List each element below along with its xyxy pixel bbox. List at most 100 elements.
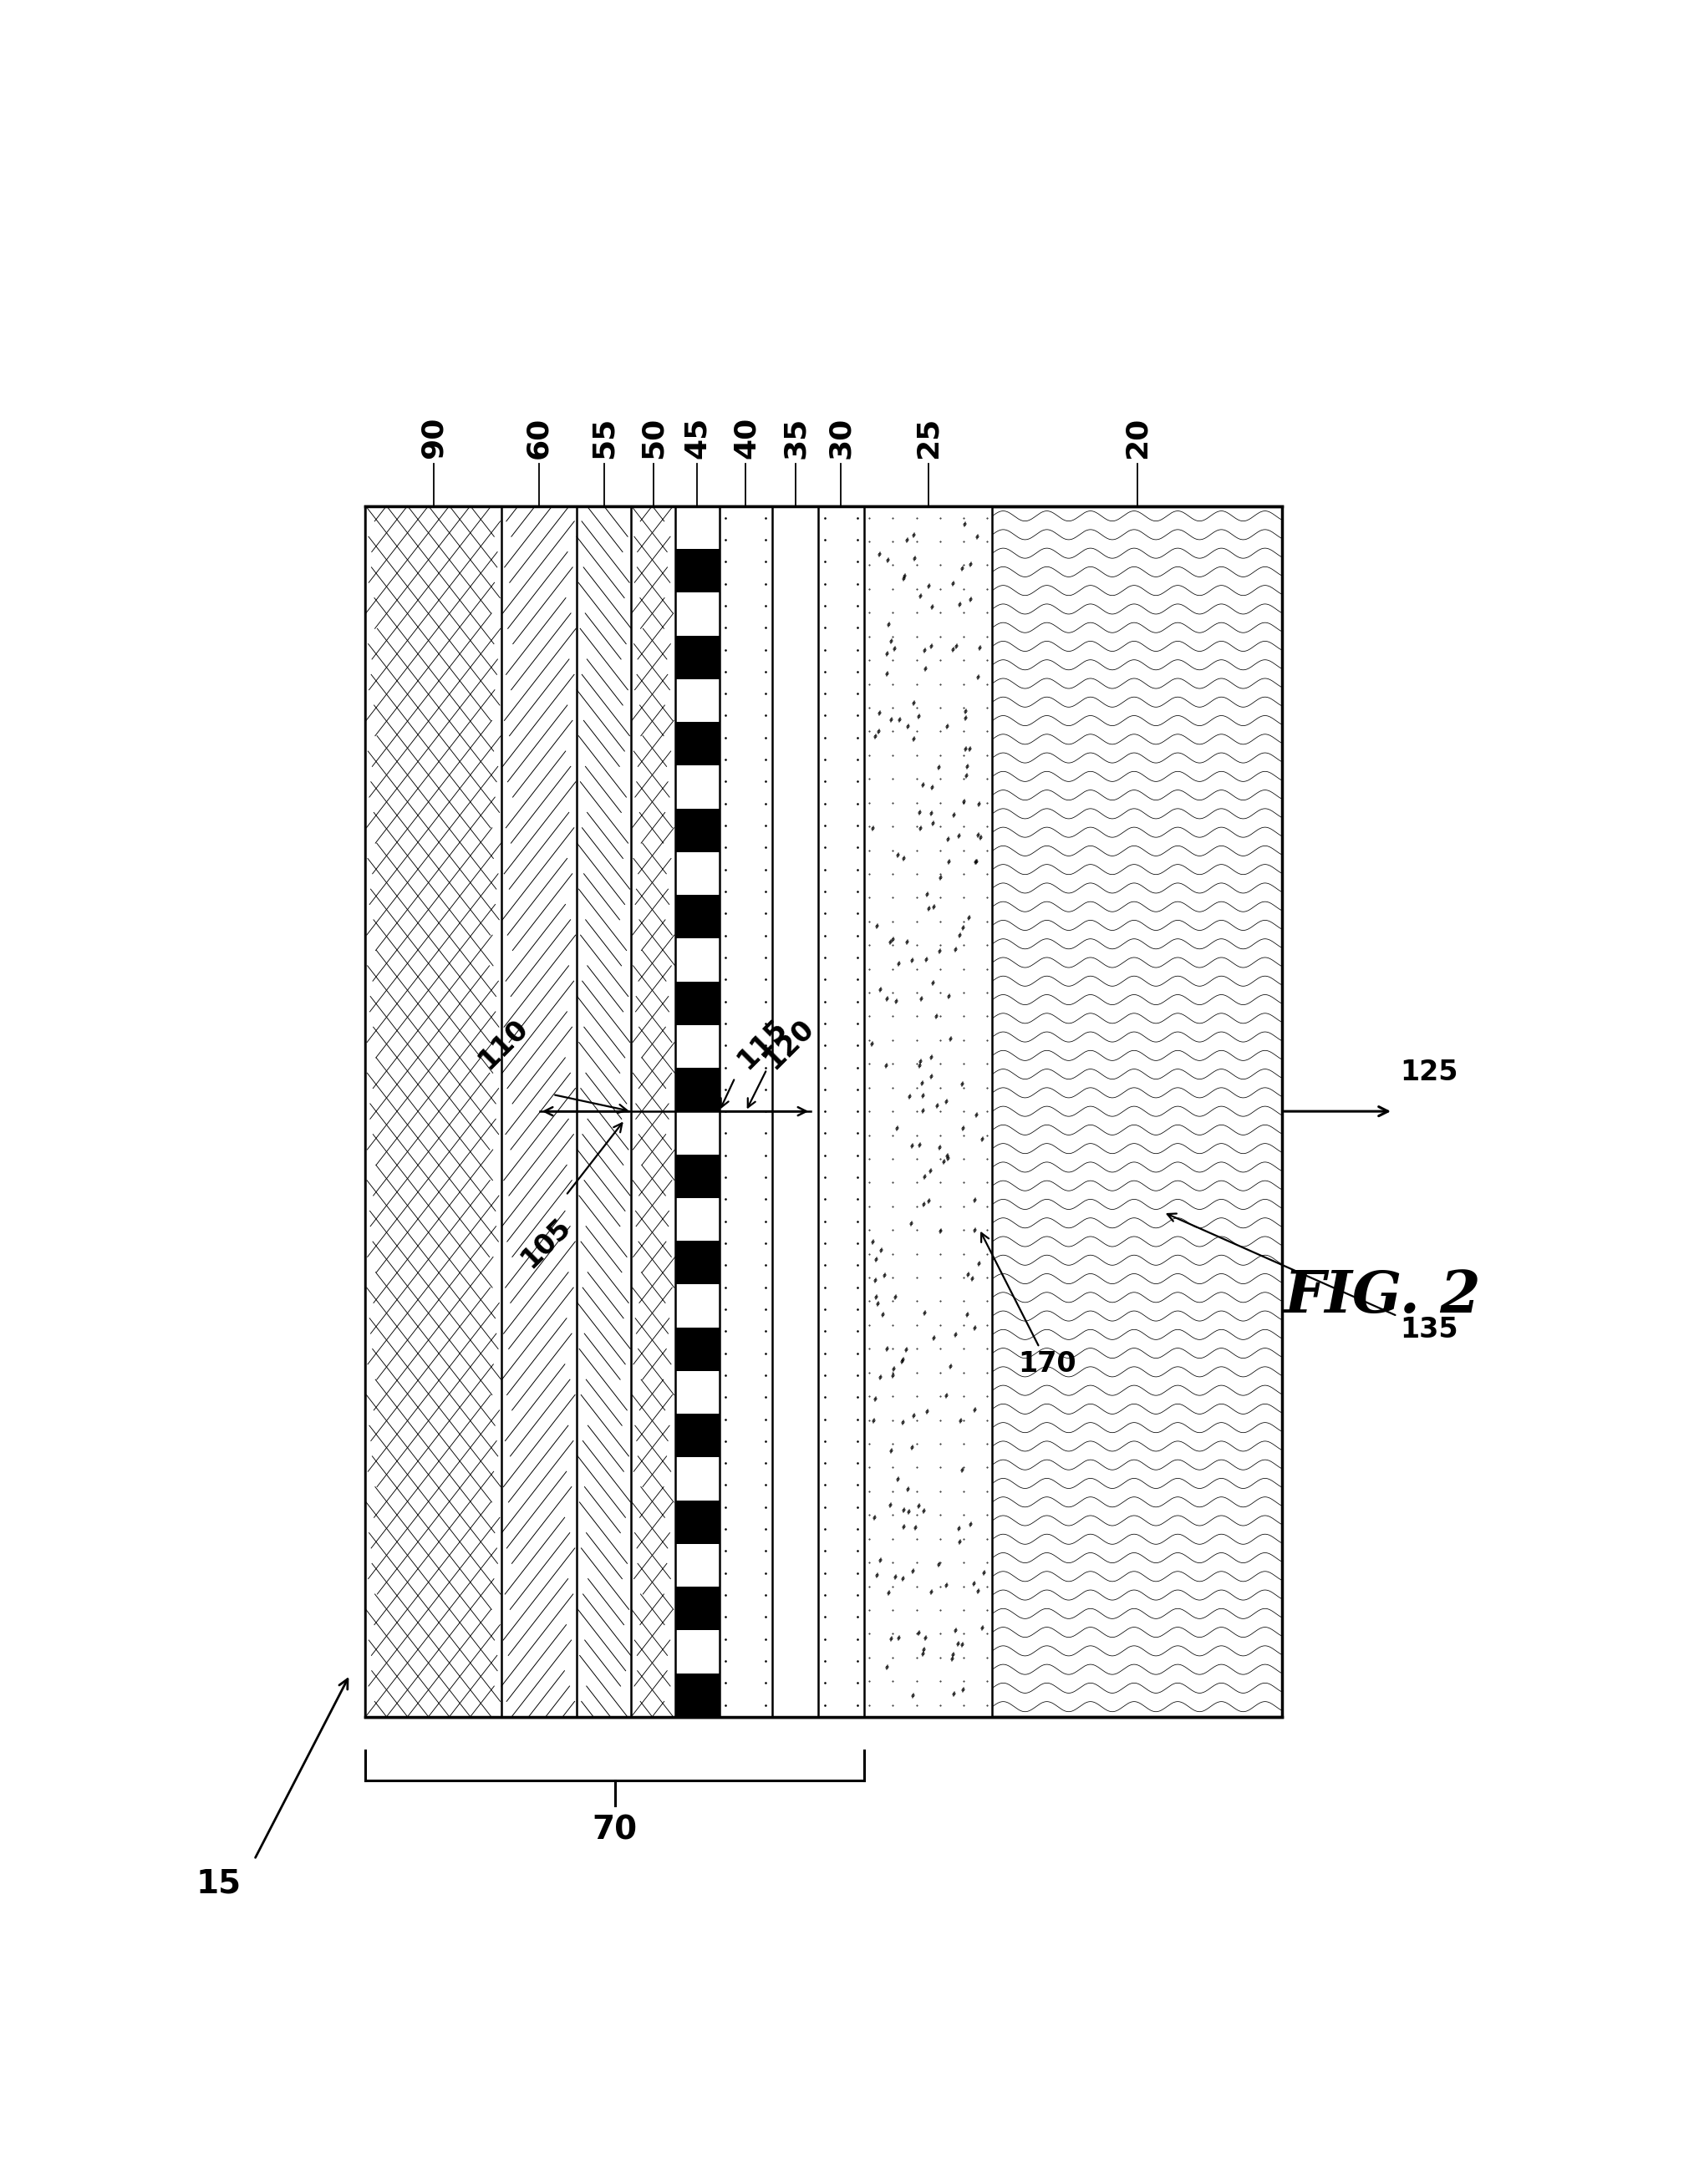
Text: 15: 15 [196,1867,242,1900]
Point [921,1321,948,1356]
Point [905,1487,932,1522]
Point [932,1568,959,1603]
Point [882,1559,909,1594]
Point [953,758,980,793]
Point [866,1232,893,1267]
Point [877,1487,904,1522]
Text: 90: 90 [419,417,448,459]
Point [937,1022,964,1057]
Text: 110: 110 [473,1013,534,1075]
Point [902,1509,929,1544]
Point [877,1621,904,1655]
Text: 70: 70 [593,1815,637,1845]
Point [949,1109,976,1144]
Bar [676,1024,720,1068]
Point [890,561,917,596]
Point [927,1214,954,1249]
Bar [676,1544,720,1588]
Point [885,1461,912,1496]
Point [939,1640,966,1675]
Bar [676,981,720,1024]
Point [937,1350,964,1385]
Bar [676,1068,720,1112]
Point [865,695,892,729]
Point [915,891,942,926]
Point [939,797,966,832]
Point [961,1212,988,1247]
Point [890,1341,917,1376]
Point [912,1621,939,1655]
Point [909,1092,936,1127]
Point [914,1393,941,1428]
Point [905,795,932,830]
Point [946,1524,973,1559]
Point [919,769,946,804]
Point [883,1109,910,1144]
Point [868,1297,895,1332]
Bar [676,1241,720,1284]
Point [865,1286,892,1321]
Point [860,810,887,845]
Point [961,1393,988,1428]
Point [873,636,900,670]
Point [910,1160,937,1195]
Text: 105: 105 [515,1212,576,1273]
Point [899,1129,926,1164]
Point [961,1182,988,1216]
Point [861,1500,888,1535]
Point [885,946,912,981]
Bar [365,507,502,1717]
Point [878,701,905,736]
Point [946,587,973,622]
Bar [676,1112,720,1155]
Point [882,983,909,1018]
Point [882,1280,909,1315]
Bar [676,592,720,636]
Point [964,1245,991,1280]
Point [875,607,902,642]
Point [885,1621,912,1655]
Bar [676,1328,720,1372]
Point [909,1066,936,1101]
Point [899,1677,926,1712]
Point [958,581,985,616]
Point [969,1555,997,1590]
Bar [676,852,720,895]
Point [915,1184,942,1219]
Point [932,1378,959,1413]
Bar [676,636,720,679]
Point [895,1079,922,1114]
Text: 170: 170 [981,1234,1076,1378]
Point [909,767,936,802]
Point [861,1262,888,1297]
Point [907,1044,934,1079]
Point [934,710,961,745]
Point [880,631,907,666]
Text: 50: 50 [638,417,667,459]
Point [964,1572,991,1607]
Point [958,1260,985,1295]
Point [909,1636,936,1671]
Point [860,1402,887,1437]
Point [915,568,942,603]
Text: 20: 20 [1123,417,1152,459]
Bar [676,723,720,764]
Point [958,1507,985,1542]
Point [961,1566,988,1601]
Point [917,629,944,664]
Point [870,1258,897,1293]
Point [941,1675,968,1710]
Point [934,1138,961,1173]
Point [917,795,944,830]
Point [953,732,980,767]
Point [948,550,975,585]
Point [885,701,912,736]
Point [861,719,888,753]
Bar [865,507,993,1717]
Bar [676,1673,720,1717]
Text: 45: 45 [682,417,711,459]
Point [893,924,921,959]
Point [951,692,978,727]
Point [893,1472,921,1507]
Point [909,1079,936,1114]
